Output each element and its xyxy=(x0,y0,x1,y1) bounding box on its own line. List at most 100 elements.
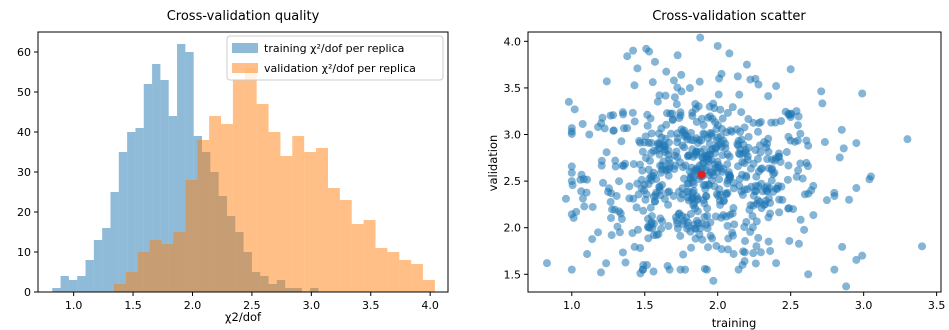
scatter-point xyxy=(845,195,854,204)
scatter-point xyxy=(781,107,790,116)
scatter-point xyxy=(767,165,776,174)
scatter-point xyxy=(784,161,793,170)
scatter-point xyxy=(775,208,784,217)
scatter-point xyxy=(712,125,721,134)
x-tick-label: 1.5 xyxy=(636,299,654,312)
histogram-bar-training-6 xyxy=(102,228,111,292)
y-tick-label: 3.0 xyxy=(504,129,522,142)
histogram-bar-validation-21 xyxy=(363,220,376,292)
scatter-point xyxy=(697,114,706,123)
x-tick-label: 2.5 xyxy=(782,299,800,312)
scatter-point xyxy=(639,206,648,215)
histogram-bar-training-2 xyxy=(68,280,78,292)
scatter-point xyxy=(630,81,639,90)
scatter-point xyxy=(580,202,589,211)
scatter-point xyxy=(564,97,573,106)
scatter-point xyxy=(817,87,826,96)
histogram-bar-training-0 xyxy=(52,288,61,292)
scatter-point xyxy=(676,108,685,117)
scatter-point xyxy=(689,201,698,210)
histogram-bar-validation-22 xyxy=(375,248,388,292)
scatter-point xyxy=(700,212,709,221)
scatter-point xyxy=(577,170,586,179)
scatter-point xyxy=(749,159,758,168)
scatter-point xyxy=(783,175,792,184)
scatter-point xyxy=(798,174,807,183)
scatter-point xyxy=(643,121,652,130)
scatter-point xyxy=(737,108,746,117)
y-tick-label: 0 xyxy=(24,286,31,299)
scatter-point xyxy=(782,148,791,157)
scatter-point xyxy=(735,181,744,190)
scatter-point xyxy=(852,139,861,148)
scatter-point xyxy=(617,215,626,224)
scatter-point xyxy=(723,245,732,254)
scatter-point xyxy=(776,157,785,166)
scatter-point xyxy=(577,187,586,196)
scatter-point xyxy=(784,132,793,141)
scatter-point xyxy=(800,190,809,199)
histogram-bar-training-9 xyxy=(127,132,136,292)
scatter-point xyxy=(615,177,624,186)
histogram-bar-training-5 xyxy=(93,240,103,292)
scatter-point xyxy=(561,194,570,203)
y-tick-label: 20 xyxy=(17,206,31,219)
scatter-point xyxy=(670,93,679,102)
scatter-point xyxy=(641,132,650,141)
scatter-point xyxy=(803,162,812,171)
scatter-point xyxy=(796,215,805,224)
scatter-point xyxy=(607,213,616,222)
scatter-point xyxy=(852,255,861,264)
scatter-point xyxy=(662,67,671,76)
scatter-point xyxy=(830,188,839,197)
scatter-point xyxy=(650,57,659,66)
scatter-point xyxy=(778,195,787,204)
scatter-point xyxy=(583,250,592,259)
scatter-point xyxy=(684,221,693,230)
histogram-bar-validation-12 xyxy=(256,104,269,292)
scatter-point xyxy=(691,234,700,243)
scatter-point xyxy=(642,261,651,270)
scatter-point xyxy=(672,100,681,109)
scatter-point xyxy=(767,155,776,164)
scatter-point xyxy=(678,141,687,150)
scatter-point xyxy=(742,60,751,69)
histogram-bar-validation-4 xyxy=(161,244,174,292)
x-tick-label: 3.0 xyxy=(855,299,873,312)
scatter-point xyxy=(706,231,715,240)
scatter-point xyxy=(645,174,654,183)
scatter-point xyxy=(704,170,713,179)
scatter-point xyxy=(630,117,639,126)
histogram-bar-validation-3 xyxy=(149,240,162,292)
scatter-point xyxy=(663,188,672,197)
scatter-point xyxy=(658,217,667,226)
scatter-point xyxy=(669,191,678,200)
scatter-point xyxy=(709,276,718,285)
scatter-point xyxy=(597,156,606,165)
scatter-point xyxy=(717,69,726,78)
scatter-point xyxy=(724,234,733,243)
scatter-point xyxy=(764,237,773,246)
scatter-point xyxy=(766,246,775,255)
scatter-point xyxy=(822,196,831,205)
histogram-bar-validation-17 xyxy=(316,148,328,292)
scatter-point xyxy=(792,107,801,116)
scatter-point xyxy=(633,64,642,73)
histogram-legend: training χ²/dof per replica validation χ… xyxy=(226,35,444,81)
x-tick-label: 2.5 xyxy=(243,299,261,312)
scatter-point xyxy=(752,187,761,196)
scatter-point xyxy=(588,235,597,244)
scatter-point xyxy=(903,135,912,144)
y-tick-label: 2.0 xyxy=(504,222,522,235)
scatter-point xyxy=(715,185,724,194)
scatter-point xyxy=(718,125,727,134)
scatter-point xyxy=(698,153,707,162)
scatter-point xyxy=(630,242,639,251)
scatter-point xyxy=(646,203,655,212)
scatter-point xyxy=(716,132,725,141)
histogram-bar-validation-19 xyxy=(339,200,352,292)
scatter-point xyxy=(673,134,682,143)
scatter-point xyxy=(699,196,708,205)
scatter-point xyxy=(744,132,753,141)
scatter-point xyxy=(665,265,674,274)
